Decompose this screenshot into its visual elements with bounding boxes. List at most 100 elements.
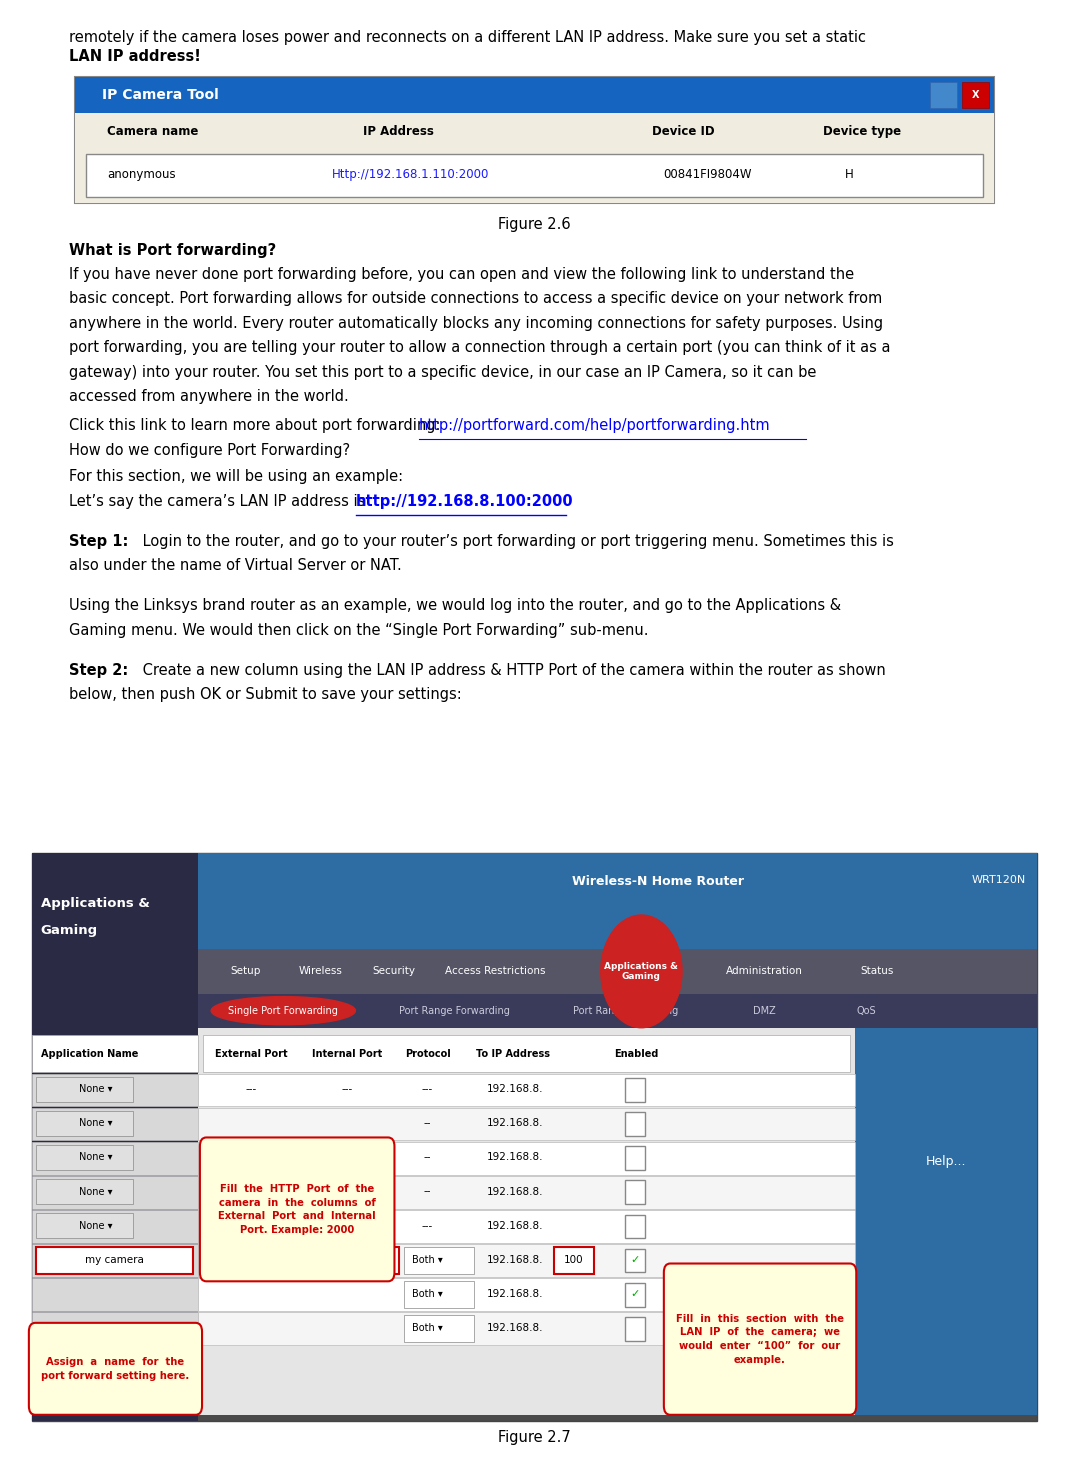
Text: Access Restrictions: Access Restrictions [445, 967, 545, 976]
Text: Both ▾: Both ▾ [413, 1323, 443, 1333]
FancyBboxPatch shape [32, 1312, 198, 1345]
FancyBboxPatch shape [198, 1074, 855, 1106]
Text: How do we configure Port Forwarding?: How do we configure Port Forwarding? [69, 443, 351, 458]
Text: Applications &
Gaming: Applications & Gaming [604, 961, 679, 982]
Text: port forwarding, you are telling your router to allow a connection through a cer: port forwarding, you are telling your ro… [69, 340, 890, 356]
FancyBboxPatch shape [32, 1108, 198, 1140]
Text: 192.168.8.: 192.168.8. [486, 1323, 543, 1333]
FancyBboxPatch shape [625, 1249, 645, 1272]
Text: 192.168.8.: 192.168.8. [486, 1186, 543, 1197]
Text: also under the name of Virtual Server or NAT.: also under the name of Virtual Server or… [69, 558, 402, 574]
Text: 2000: 2000 [335, 1255, 360, 1265]
Text: Protocol: Protocol [405, 1048, 450, 1059]
Text: 192.168.8.: 192.168.8. [486, 1289, 543, 1299]
FancyBboxPatch shape [32, 1074, 198, 1106]
Text: ---: --- [422, 1084, 433, 1094]
FancyBboxPatch shape [625, 1146, 645, 1170]
FancyBboxPatch shape [32, 1035, 198, 1072]
Text: Create a new column using the LAN IP address & HTTP Port of the camera within th: Create a new column using the LAN IP add… [138, 663, 885, 678]
FancyBboxPatch shape [32, 1176, 198, 1209]
Text: --: -- [423, 1118, 432, 1129]
FancyBboxPatch shape [75, 77, 994, 113]
FancyBboxPatch shape [198, 1244, 855, 1277]
Text: Step 1:: Step 1: [69, 534, 129, 549]
Text: Gaming menu. We would then click on the “Single Port Forwarding” sub-menu.: Gaming menu. We would then click on the … [69, 623, 649, 638]
FancyBboxPatch shape [625, 1283, 645, 1307]
FancyBboxPatch shape [303, 1247, 399, 1274]
Text: 192.168.8.: 192.168.8. [486, 1255, 543, 1265]
FancyBboxPatch shape [625, 1078, 645, 1102]
Text: http://192.168.8.100:2000: http://192.168.8.100:2000 [356, 494, 574, 509]
Text: Figure 2.7: Figure 2.7 [498, 1430, 571, 1444]
FancyBboxPatch shape [32, 853, 198, 1421]
Text: anonymous: anonymous [107, 168, 175, 181]
FancyBboxPatch shape [625, 1317, 645, 1341]
FancyBboxPatch shape [29, 1323, 202, 1415]
Text: Device ID: Device ID [652, 125, 715, 138]
Text: Assign  a  name  for  the
port forward setting here.: Assign a name for the port forward setti… [42, 1357, 189, 1381]
FancyBboxPatch shape [930, 82, 957, 108]
FancyBboxPatch shape [36, 1111, 133, 1136]
Text: 100: 100 [564, 1255, 584, 1265]
FancyBboxPatch shape [198, 994, 1037, 1028]
Text: Step 2:: Step 2: [69, 663, 128, 678]
FancyBboxPatch shape [86, 154, 983, 197]
Text: External Port: External Port [215, 1048, 288, 1059]
Text: ✓: ✓ [631, 1289, 639, 1299]
Text: Let’s say the camera’s LAN IP address is: Let’s say the camera’s LAN IP address is [69, 494, 371, 509]
Text: Port Range Forwarding: Port Range Forwarding [399, 1005, 510, 1016]
FancyBboxPatch shape [75, 113, 994, 203]
Circle shape [601, 915, 682, 1028]
Text: --: -- [423, 1186, 432, 1197]
FancyBboxPatch shape [201, 1247, 297, 1274]
Text: Single Port Forwarding: Single Port Forwarding [229, 1005, 338, 1016]
Text: gateway) into your router. You set this port to a specific device, in our case a: gateway) into your router. You set this … [69, 365, 817, 380]
FancyBboxPatch shape [198, 1278, 855, 1311]
FancyBboxPatch shape [32, 1278, 198, 1311]
Text: Using the Linksys brand router as an example, we would log into the router, and : Using the Linksys brand router as an exa… [69, 598, 841, 614]
FancyBboxPatch shape [75, 77, 994, 203]
Text: --: -- [423, 1152, 432, 1163]
FancyBboxPatch shape [962, 82, 989, 108]
FancyBboxPatch shape [198, 1142, 855, 1175]
Text: Login to the router, and go to your router’s port forwarding or port triggering : Login to the router, and go to your rout… [138, 534, 894, 549]
Text: Figure 2.6: Figure 2.6 [498, 217, 571, 231]
Text: ---: --- [422, 1221, 433, 1231]
Text: X: X [972, 90, 980, 99]
Text: Internal Port: Internal Port [312, 1048, 383, 1059]
Text: 192.168.8.: 192.168.8. [486, 1084, 543, 1094]
Text: accessed from anywhere in the world.: accessed from anywhere in the world. [69, 389, 350, 405]
FancyBboxPatch shape [198, 1108, 855, 1140]
Text: Both ▾: Both ▾ [413, 1289, 443, 1299]
Text: None ▾: None ▾ [79, 1084, 113, 1094]
Text: Help...: Help... [926, 1155, 966, 1169]
Text: anywhere in the world. Every router automatically blocks any incoming connection: anywhere in the world. Every router auto… [69, 316, 884, 331]
FancyBboxPatch shape [198, 1210, 855, 1243]
FancyBboxPatch shape [198, 1028, 855, 1415]
Text: If you have never done port forwarding before, you can open and view the followi: If you have never done port forwarding b… [69, 267, 854, 282]
Text: Http://192.168.1.110:2000: Http://192.168.1.110:2000 [331, 168, 489, 181]
FancyBboxPatch shape [36, 1213, 133, 1238]
Text: None ▾: None ▾ [79, 1152, 113, 1163]
Text: Application Name: Application Name [41, 1048, 138, 1059]
FancyBboxPatch shape [36, 1179, 133, 1204]
Text: H: H [845, 168, 853, 181]
Text: Applications &: Applications & [41, 897, 150, 911]
Text: Fill  in  this  section  with  the
LAN  IP  of  the  camera;  we
would  enter  “: Fill in this section with the LAN IP of … [676, 1314, 845, 1364]
FancyBboxPatch shape [625, 1215, 645, 1238]
FancyBboxPatch shape [554, 1247, 594, 1274]
FancyBboxPatch shape [404, 1247, 474, 1274]
Text: ---: --- [246, 1084, 257, 1094]
Text: 192.168.8.: 192.168.8. [486, 1221, 543, 1231]
FancyBboxPatch shape [198, 949, 1037, 994]
Text: Enabled: Enabled [614, 1048, 659, 1059]
FancyBboxPatch shape [198, 1312, 855, 1345]
Text: For this section, we will be using an example:: For this section, we will be using an ex… [69, 469, 404, 483]
FancyBboxPatch shape [198, 853, 1037, 949]
Text: my camera: my camera [86, 1255, 144, 1265]
FancyBboxPatch shape [32, 1244, 198, 1277]
FancyBboxPatch shape [404, 1315, 474, 1342]
Text: To IP Address: To IP Address [476, 1048, 551, 1059]
Text: 192.168.8.: 192.168.8. [486, 1152, 543, 1163]
Ellipse shape [212, 997, 356, 1025]
